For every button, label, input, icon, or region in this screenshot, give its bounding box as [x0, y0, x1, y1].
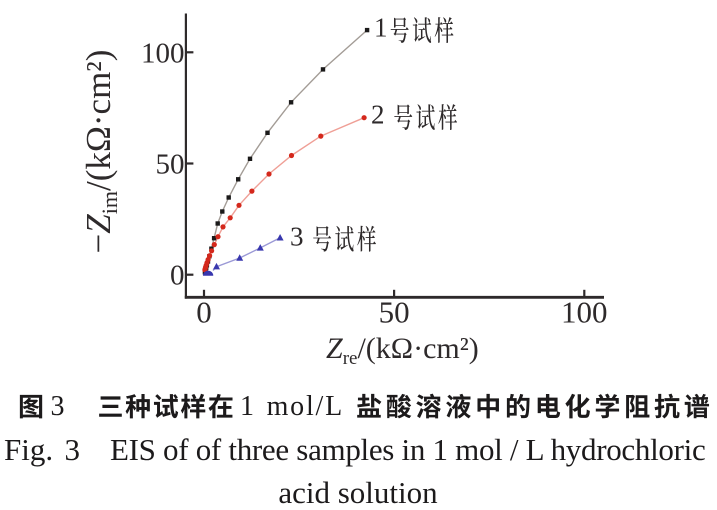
svg-text:−Zim/(kΩ·cm²): −Zim/(kΩ·cm²) — [79, 50, 122, 254]
svg-text:3: 3 — [51, 391, 65, 422]
svg-text:100: 100 — [141, 37, 185, 69]
svg-text:2: 2 — [371, 100, 385, 130]
svg-text:50: 50 — [156, 149, 185, 181]
svg-text:0: 0 — [170, 260, 185, 292]
svg-text:100: 100 — [561, 295, 608, 330]
svg-text:3: 3 — [290, 221, 304, 251]
svg-text:0: 0 — [196, 295, 212, 330]
svg-text:50: 50 — [379, 295, 410, 330]
svg-text:1 mol/L: 1 mol/L — [240, 391, 344, 422]
svg-text:Zre/(kΩ·cm²): Zre/(kΩ·cm²) — [326, 332, 479, 369]
svg-text:1: 1 — [374, 13, 388, 43]
svg-text:acid solution: acid solution — [278, 475, 438, 510]
